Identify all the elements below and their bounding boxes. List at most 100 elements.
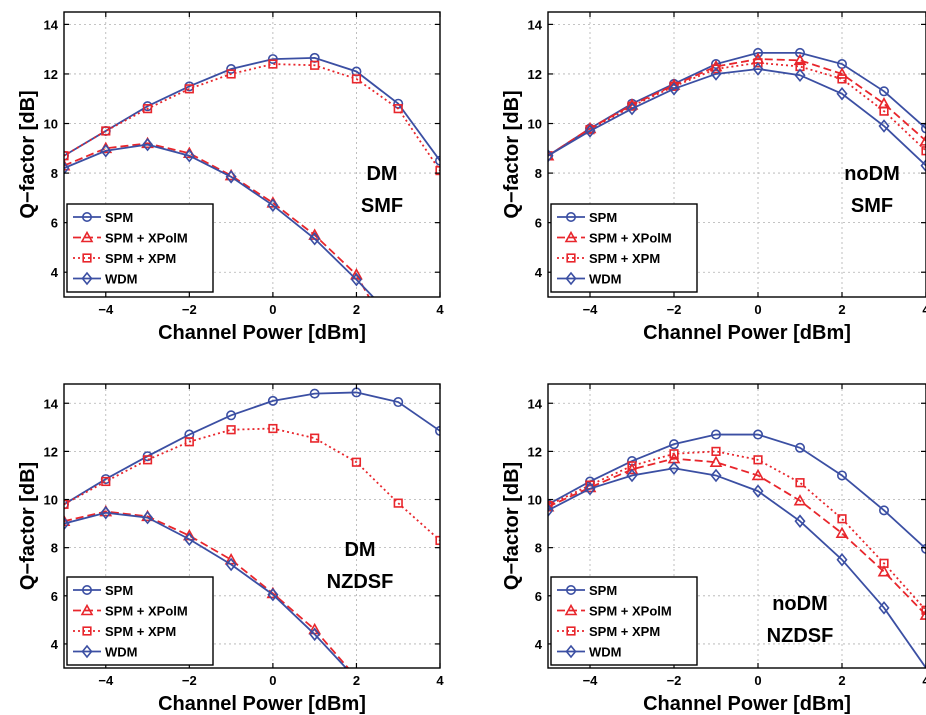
panel-annotation: noDM	[772, 593, 828, 615]
data-point	[921, 605, 926, 615]
data-point	[879, 106, 889, 116]
series-line-spm	[64, 56, 440, 162]
x-tick-label: −4	[583, 302, 599, 317]
legend-marker	[565, 644, 577, 659]
legend-marker	[82, 212, 93, 223]
legend-label: WDM	[105, 645, 138, 660]
data-point	[836, 87, 848, 101]
axes-frame	[63, 383, 441, 669]
legend: SPM SPM + XPolM SPM + XPM WDM	[550, 576, 698, 666]
data-point	[793, 53, 807, 66]
data-point	[752, 484, 764, 498]
grid	[548, 12, 926, 297]
data-point	[101, 476, 111, 487]
legend-label: SPM	[105, 583, 133, 598]
series-line-wdm	[64, 511, 347, 668]
data-point	[310, 433, 320, 443]
y-tick-label: 8	[535, 541, 542, 556]
x-tick-label: 2	[353, 673, 360, 688]
x-axis-label: Channel Power [dBm]	[643, 322, 851, 344]
legend-label: SPM + XPolM	[589, 604, 672, 619]
legend-label: SPM + XPM	[105, 251, 176, 266]
legend-label: SPM + XPolM	[589, 231, 672, 246]
legend: SPM SPM + XPolM SPM + XPM WDM	[66, 203, 214, 293]
data-point	[878, 86, 889, 97]
data-point	[752, 62, 764, 76]
y-axis-label: Q−factor [dB]	[501, 462, 523, 590]
legend-label: SPM + XPolM	[105, 604, 188, 619]
data-point	[351, 457, 362, 467]
x-tick-label: 2	[838, 673, 845, 688]
y-tick-label: 14	[528, 396, 543, 411]
legend-marker	[564, 603, 578, 616]
y-tick-label: 10	[528, 493, 542, 508]
data-point	[548, 503, 554, 518]
data-point	[309, 627, 321, 642]
data-point	[878, 119, 890, 133]
legend-marker	[82, 626, 92, 636]
data-point	[794, 68, 806, 82]
legend-label: SPM + XPM	[589, 251, 660, 266]
data-point	[835, 526, 849, 539]
legend-marker	[82, 584, 93, 595]
data-point	[920, 158, 926, 173]
x-axis-label: Channel Power [dBm]	[643, 693, 851, 715]
y-tick-label: 4	[51, 265, 59, 280]
data-point	[183, 532, 195, 547]
data-point	[879, 558, 889, 568]
y-tick-label: 10	[528, 117, 542, 132]
panel-annotation: DM	[344, 539, 375, 561]
x-tick-label: 2	[838, 302, 845, 317]
data-point	[584, 481, 596, 496]
data-point	[584, 124, 596, 138]
data-point	[753, 58, 763, 68]
series-line-spm-xpm	[548, 61, 926, 157]
y-tick-label: 10	[44, 493, 58, 508]
data-point	[877, 97, 891, 109]
data-point	[64, 161, 70, 175]
data-point	[709, 59, 723, 72]
data-point	[794, 47, 805, 58]
data-point	[668, 461, 680, 476]
legend-label: WDM	[589, 645, 622, 660]
legend-marker	[81, 271, 93, 286]
data-point	[225, 557, 237, 572]
x-tick-label: −4	[98, 673, 114, 688]
legend-label: SPM + XPolM	[105, 231, 188, 246]
chart-panel-1: −4 −2 0 2 4 4 6 8 10 12 14 Channel Power [dBm] Q−fac…	[17, 11, 444, 344]
legend-marker	[82, 253, 92, 263]
legend-label: SPM	[589, 583, 617, 598]
legend-label: SPM + XPM	[105, 624, 176, 639]
x-tick-label: −4	[98, 302, 114, 317]
data-point	[752, 429, 763, 440]
data-point	[351, 74, 362, 84]
data-point	[751, 468, 765, 481]
data-point	[226, 410, 237, 421]
data-point	[226, 425, 236, 435]
data-point	[878, 601, 890, 615]
legend-marker	[566, 626, 576, 636]
legend-marker	[566, 253, 576, 263]
data-point	[183, 148, 195, 163]
data-point	[669, 449, 679, 459]
data-point	[795, 478, 805, 488]
legend-label: WDM	[105, 272, 138, 287]
data-point	[393, 498, 403, 508]
legend-label: WDM	[589, 272, 622, 287]
series-line-wdm	[64, 143, 374, 297]
legend-marker	[564, 230, 578, 243]
data-point	[794, 514, 806, 528]
panel-annotation: noDM	[844, 163, 900, 185]
y-tick-label: 6	[535, 216, 542, 231]
y-axis-label: Q−factor [dB]	[17, 90, 39, 218]
legend: SPM SPM + XPolM SPM + XPM WDM	[550, 203, 698, 293]
x-tick-label: 4	[922, 302, 926, 317]
data-point	[710, 429, 721, 440]
x-tick-label: −2	[667, 673, 682, 688]
data-point	[393, 104, 403, 114]
data-point	[267, 198, 279, 213]
data-point	[350, 272, 362, 287]
legend: SPM SPM + XPolM SPM + XPM WDM	[66, 576, 214, 666]
data-point	[267, 54, 278, 65]
data-point	[710, 468, 722, 483]
